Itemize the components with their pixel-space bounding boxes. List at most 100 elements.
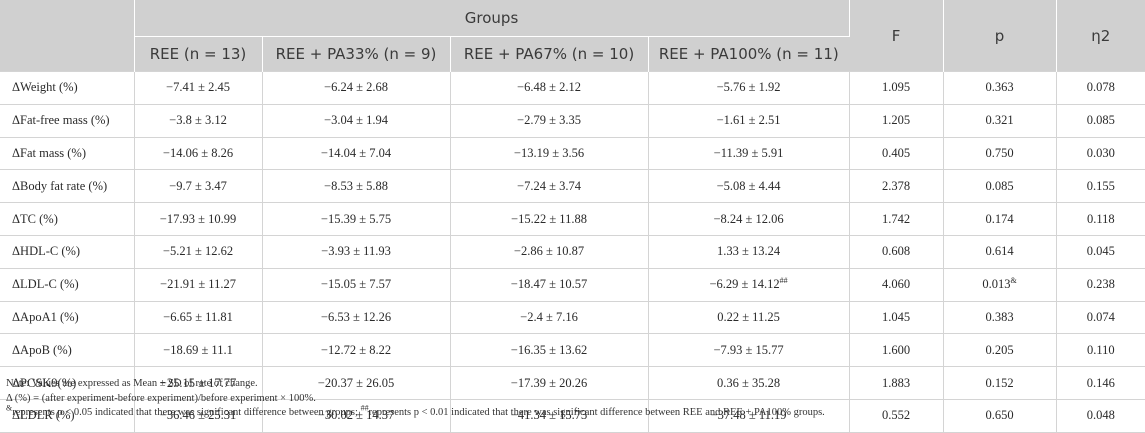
cell-pa67-value: −16.35 ± 13.62 xyxy=(510,342,588,357)
cell-pa33-value: −15.05 ± 7.57 xyxy=(320,277,392,292)
column-header-ree: REE (n = 13) xyxy=(134,36,263,72)
cell-pa33-value: −12.72 ± 8.22 xyxy=(320,342,392,357)
cell-pa33-value: −30.02 ± 14.37 xyxy=(317,408,395,423)
row-label: ΔPCSK9(%) xyxy=(0,366,135,400)
cell-pa33: −6.24 ± 2.68 xyxy=(262,71,451,105)
cell-pa100-value: −5.08 ± 4.44 xyxy=(716,178,781,193)
cell-p: 0.363 xyxy=(943,71,1057,105)
cell-pa100: −5.08 ± 4.44 xyxy=(648,169,850,203)
cell-eta-value: 0.146 xyxy=(1086,375,1115,390)
cell-eta: 0.155 xyxy=(1056,169,1145,203)
cell-f-value: 1.205 xyxy=(881,113,911,128)
note-text-amp: represents p < 0.05 indicated that there… xyxy=(12,407,361,418)
cell-pa100: −8.24 ± 12.06 xyxy=(648,202,850,236)
cell-p-value: 0.152 xyxy=(985,375,1014,390)
cell-pa33-value: −14.04 ± 7.04 xyxy=(320,145,392,160)
column-header-pa33: REE + PA33% (n = 9) xyxy=(262,36,451,72)
cell-p-value: 0.383 xyxy=(985,309,1014,324)
cell-f-value: 0.552 xyxy=(881,408,911,423)
row-label-value: ΔPCSK9(%) xyxy=(12,375,77,390)
cell-ree-value: −14.06 ± 8.26 xyxy=(162,145,234,160)
cell-pa67-value: −17.39 ± 20.26 xyxy=(510,375,588,390)
cell-pa67-value: −2.86 ± 10.87 xyxy=(513,244,585,259)
cell-f: 2.378 xyxy=(849,169,944,203)
cell-pa33: −3.93 ± 11.93 xyxy=(262,234,451,269)
note-symbol-amp: & xyxy=(6,403,13,413)
cell-pa100-value: −6.29 ± 14.12 xyxy=(709,277,780,292)
row-label-value: ΔWeight (%) xyxy=(12,80,78,95)
row-label-value: ΔApoB (%) xyxy=(12,342,72,357)
cell-pa67-value: −15.22 ± 11.88 xyxy=(511,211,587,226)
cell-ree-value: −36.46 ± 25.31 xyxy=(159,408,237,423)
cell-f: 0.405 xyxy=(849,136,944,170)
cell-pa100-value: 0.36 ± 35.28 xyxy=(716,375,781,390)
table-row: ΔWeight (%) −7.41 ± 2.45 −6.24 ± 2.68 −6.48… xyxy=(0,71,1145,105)
cell-eta: 0.085 xyxy=(1056,103,1145,138)
cell-f-value: 2.378 xyxy=(881,178,911,193)
table-row: ΔLDL-C (%) −21.91 ± 11.27 −15.05 ± 7.57 −18… xyxy=(0,267,1145,302)
cell-f: 0.552 xyxy=(849,398,944,433)
cell-p: 0.383 xyxy=(943,300,1057,334)
cell-pa67-value: −6.48 ± 2.12 xyxy=(517,80,581,95)
cell-pa100: −1.61 ± 2.51 xyxy=(648,103,850,138)
cell-pa67: −13.19 ± 3.56 xyxy=(450,136,649,170)
significance-marker: & xyxy=(1010,276,1017,286)
table-notes: Note: Values are expressed as Mean ± SD … xyxy=(6,377,825,421)
cell-ree-value: −9.7 ± 3.47 xyxy=(169,178,227,193)
cell-pa33: −20.37 ± 26.05 xyxy=(262,366,451,400)
cell-ree: −5.21 ± 12.62 xyxy=(134,234,263,269)
cell-ree: −14.06 ± 8.26 xyxy=(134,136,263,170)
table-row: ΔFat-free mass (%) −3.8 ± 3.12 −3.04 ± 1.9… xyxy=(0,103,1145,138)
cell-pa100-value: −5.76 ± 1.92 xyxy=(716,80,781,95)
cell-eta: 0.074 xyxy=(1056,300,1145,334)
cell-pa100-value: −11.39 ± 5.91 xyxy=(713,145,784,160)
header-blank-cell xyxy=(0,0,135,37)
cell-f: 1.883 xyxy=(849,366,944,400)
note-text-hash: represents p < 0.01 indicated that there… xyxy=(368,407,825,418)
cell-f-value: 1.095 xyxy=(881,80,911,95)
cell-eta-value: 0.238 xyxy=(1086,277,1115,292)
cell-ree: −3.8 ± 3.12 xyxy=(134,103,263,138)
cell-p-value: 0.321 xyxy=(985,113,1014,128)
cell-pa33: −8.53 ± 5.88 xyxy=(262,169,451,203)
cell-eta-value: 0.048 xyxy=(1086,408,1115,423)
cell-p: 0.205 xyxy=(943,333,1057,367)
cell-pa33-value: −6.53 ± 12.26 xyxy=(320,309,392,324)
cell-f-value: 1.742 xyxy=(881,211,911,226)
cell-p-value: 0.013 xyxy=(982,277,1011,292)
cell-p: 0.152 xyxy=(943,366,1057,400)
cell-ree-value: −17.93 ± 10.99 xyxy=(159,211,237,226)
cell-f-value: 0.608 xyxy=(881,244,911,259)
table-row: ΔBody fat rate (%) −9.7 ± 3.47 −8.53 ± 5.8… xyxy=(0,169,1145,203)
cell-ree-value: −21.91 ± 11.27 xyxy=(160,277,236,292)
cell-pa100: −5.76 ± 1.92 xyxy=(648,71,850,105)
row-label-value: ΔFat mass (%) xyxy=(12,145,86,160)
column-header-pa100: REE + PA100% (n = 11) xyxy=(648,36,850,72)
cell-ree-value: −7.41 ± 2.45 xyxy=(166,80,230,95)
cell-pa67: −2.79 ± 3.35 xyxy=(450,103,649,138)
row-label-value: ΔLDL-C (%) xyxy=(12,277,79,292)
row-label-value: ΔBody fat rate (%) xyxy=(12,178,108,193)
cell-ree: −18.69 ± 11.1 xyxy=(134,333,263,367)
table-row: ΔTC (%) −17.93 ± 10.99 −15.39 ± 5.75 −15.22… xyxy=(0,202,1145,236)
cell-pa33: −12.72 ± 8.22 xyxy=(262,333,451,367)
cell-p-value: 0.614 xyxy=(985,244,1014,259)
row-label: ΔFat mass (%) xyxy=(0,136,135,170)
cell-pa67-value: −2.4 ± 7.16 xyxy=(520,309,578,324)
header-blank-cell-2 xyxy=(0,36,135,72)
cell-pa100-value: −1.61 ± 2.51 xyxy=(716,113,781,128)
cell-ree-value: −18.69 ± 11.1 xyxy=(163,342,233,357)
cell-p: 0.614 xyxy=(943,234,1057,269)
cell-pa33: −3.04 ± 1.94 xyxy=(262,103,451,138)
cell-eta-value: 0.118 xyxy=(1086,211,1115,226)
row-label: ΔLDL-C (%) xyxy=(0,267,135,302)
row-label: ΔTC (%) xyxy=(0,202,135,236)
cell-ree: −7.41 ± 2.45 xyxy=(134,71,263,105)
cell-f: 1.205 xyxy=(849,103,944,138)
cell-ree: −25.15 ± 17.77 xyxy=(134,366,263,400)
cell-p: 0.085 xyxy=(943,169,1057,203)
cell-pa67-value: −2.79 ± 3.35 xyxy=(517,113,581,128)
row-label: ΔApoB (%) xyxy=(0,333,135,367)
